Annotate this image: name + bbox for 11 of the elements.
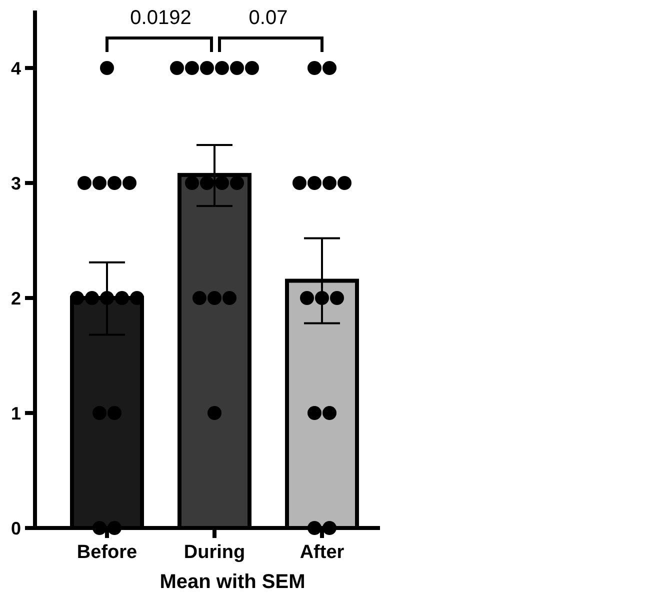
annotation: 0.07 [248,7,288,29]
x-tick-label: After [300,542,345,563]
y-tick-label: 4 [10,58,21,78]
x-tick-label: Before [76,542,138,563]
annotation: 0.0192 [130,7,192,29]
y-tick-label: 3 [10,173,21,194]
x-tick-label: During [184,542,246,563]
x-axis-title: Mean with SEM [160,571,306,593]
y-tick-label: 0 [10,518,21,538]
y-tick-label: 2 [10,288,21,308]
y-tick-label: 1 [10,403,21,424]
